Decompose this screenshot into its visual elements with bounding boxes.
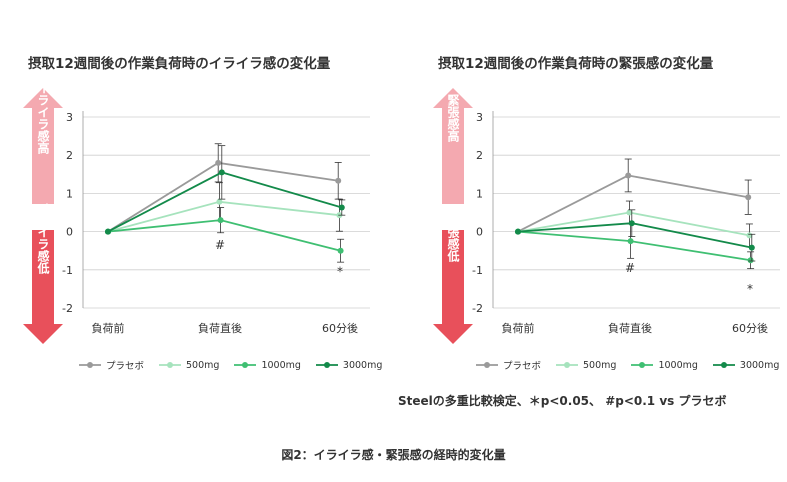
y-tick-label: -1 [472,264,483,277]
decrease-arrow [23,230,63,344]
decrease-arrow-shape [433,230,473,344]
legend-item-mg3000: 3000mg [712,360,779,371]
legend-marker-icon [79,362,101,368]
legend-item-mg500: 500mg [158,360,219,371]
data-point-mg3000 [515,228,521,235]
data-point-placebo [215,159,222,166]
legend-item-mg3000: 3000mg [315,360,382,371]
legend-item-mg500: 500mg [555,360,616,371]
legend-left: プラセボ 500mg 1000mg 3000mg [78,358,382,372]
legend-marker-icon [315,362,338,368]
y-tick-label: 1 [476,187,483,200]
legend-marker-icon [556,362,579,368]
figure-caption: 図2：イライラ感・緊張感の経時的変化量 [281,448,506,462]
x-tick-label: 60分後 [322,321,358,335]
legend-marker-icon [631,362,654,368]
y-tick-label: 0 [476,226,483,239]
x-tick-label: 負荷前 [92,321,125,335]
data-point-mg1000 [627,238,634,245]
significance-mark: * [337,265,343,279]
x-tick-label: 60分後 [732,321,768,335]
legend-label: 500mg [186,359,220,371]
legend-label: 3000mg [342,359,383,371]
legend-label: プラセボ [106,361,145,372]
data-point-placebo [625,172,632,179]
series-mg1000 [105,207,345,263]
legend-label: 500mg [583,359,617,371]
increase-label: 緊張感高 [446,93,460,143]
y-tick-label: 1 [66,187,73,200]
increase-arrow-shape [433,88,473,204]
chart-title-irritation: 摂取12週間後の作業負荷時のイライラ感の変化量 [28,56,331,72]
series-mg3000 [105,145,346,235]
series-mg500 [105,182,343,235]
data-point-mg3000 [218,169,225,176]
significance-mark: # [625,261,635,275]
data-point-mg1000 [337,247,344,254]
increase-arrow [433,88,473,204]
y-tick-label: -1 [62,264,73,277]
y-tick-label: 0 [66,226,73,239]
series-line-mg500 [107,200,340,233]
data-point-mg3000 [628,220,635,227]
increase-label: イライラ感高 [36,82,50,155]
x-tick-label: 負荷前 [502,321,535,335]
data-point-mg500 [216,198,223,205]
x-tick-label: 負荷直後 [608,321,652,335]
decrease-label: イライラ感低 [36,202,50,275]
data-point-mg1000 [217,217,224,224]
data-point-mg3000 [105,228,111,235]
legend-marker-icon [476,362,498,368]
legend-item-mg1000: 1000mg [233,359,301,371]
legend-label: 1000mg [658,359,698,371]
data-point-placebo [745,194,752,201]
increase-arrow [23,88,63,204]
data-point-mg1000 [747,257,754,264]
legend-label: 3000mg [739,359,780,371]
series-mg3000 [515,209,756,262]
legend-right: プラセボ 500mg 1000mg 3000mg [475,358,779,372]
decrease-label: 緊張感低 [446,213,460,263]
legend-label: プラセボ [503,361,542,372]
significance-mark: # [215,238,225,252]
y-tick-label: 2 [66,149,73,162]
increase-arrow-shape [23,88,63,204]
statistics-footnote: Steelの多重比較検定、＊p<0.05、 #p<0.1 vs プラセボ [398,394,727,408]
legend-item-mg1000: 1000mg [630,359,698,371]
series-line-mg1000 [517,230,751,262]
chart-title-tension: 摂取12週間後の作業負荷時の緊張感の変化量 [438,56,714,72]
x-tick-label: 負荷直後 [198,321,242,335]
legend-item-placebo: プラセボ [78,358,144,372]
y-tick-label: 2 [476,149,483,162]
legend-marker-icon [159,362,182,368]
data-point-placebo [335,177,342,184]
y-tick-label: 3 [66,111,73,124]
data-point-mg500 [626,209,633,216]
decrease-arrow [433,230,473,344]
y-tick-label: -2 [472,302,483,315]
legend-marker-icon [712,362,735,368]
data-point-mg3000 [338,204,345,211]
legend-label: 1000mg [261,359,301,371]
y-tick-label: -2 [62,302,73,315]
legend-item-placebo: プラセボ [475,358,541,372]
legend-marker-icon [234,362,257,368]
y-tick-label: 3 [476,111,483,124]
data-point-mg3000 [748,244,755,251]
significance-mark: * [747,282,753,296]
decrease-arrow-shape [23,230,63,344]
